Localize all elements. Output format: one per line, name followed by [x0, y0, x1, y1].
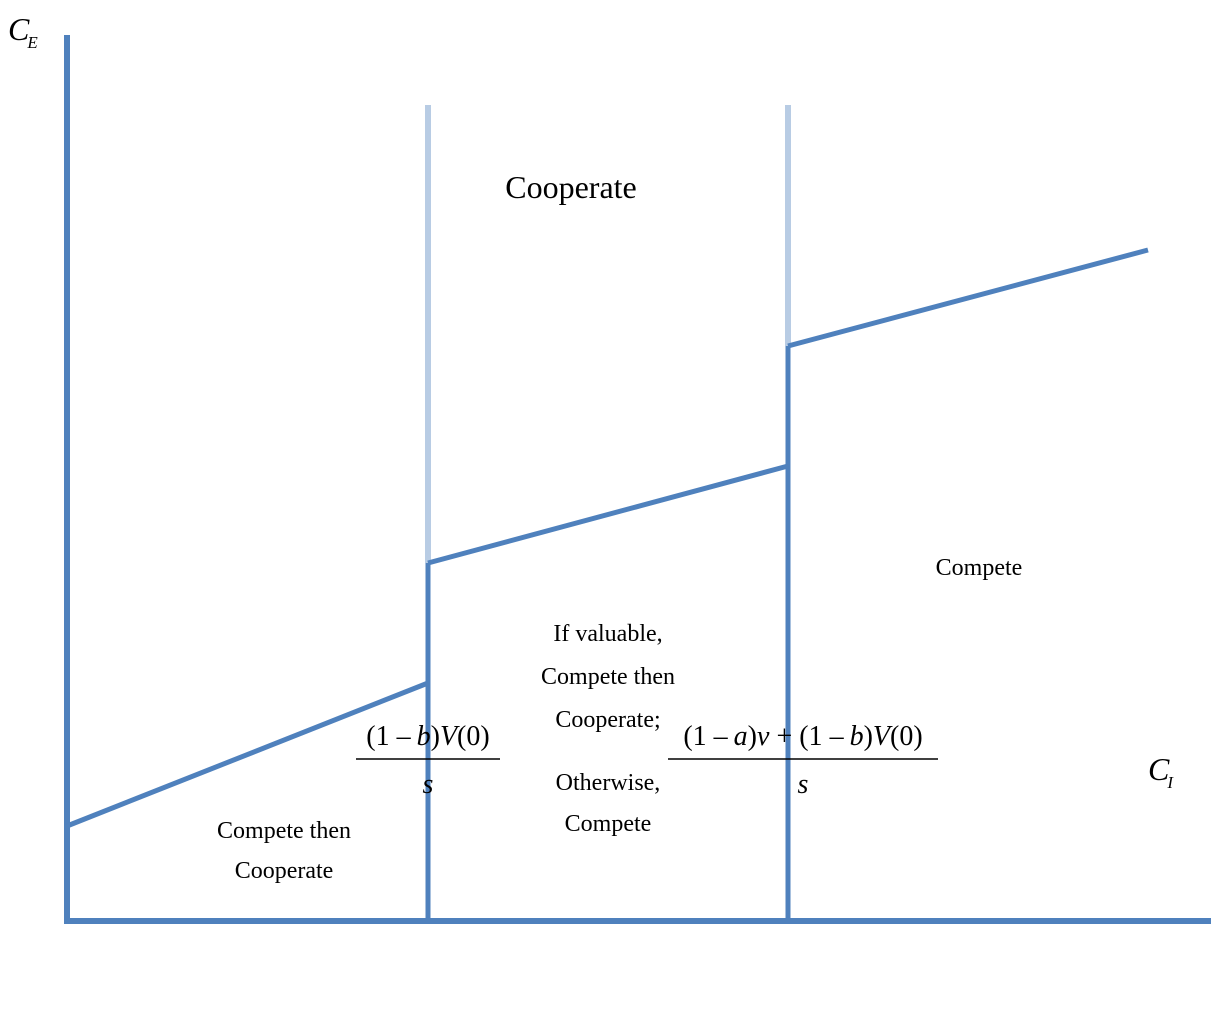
middle-line-4: Otherwise, [556, 770, 661, 796]
left-line-2: Cooperate [235, 858, 334, 884]
boundary-segment-right [787, 247, 1149, 349]
threshold-first-numerator: (1 – b)V(0) [366, 721, 489, 752]
middle-line-3: Cooperate; [555, 707, 660, 733]
boundary-segment-middle [427, 463, 789, 566]
region-label-cooperate: Cooperate [505, 169, 637, 205]
threshold-label-second: (1 – a)v + (1 – b)V(0) s [668, 721, 938, 800]
middle-line-1: If valuable, [553, 621, 662, 647]
x-axis-label: CI [1148, 751, 1174, 792]
threshold-second-denominator: s [798, 769, 809, 800]
region-label-left: Compete then Cooperate [217, 818, 351, 884]
left-line-1: Compete then [217, 818, 351, 844]
threshold-second-numerator: (1 – a)v + (1 – b)V(0) [683, 721, 922, 752]
threshold-first-denominator: s [423, 769, 434, 800]
middle-line-5: Compete [565, 811, 652, 837]
boundary-segment-left [66, 680, 429, 829]
region-label-compete: Compete [936, 555, 1023, 581]
region-label-middle: If valuable, Compete then Cooperate; Oth… [541, 621, 675, 837]
y-axis-label: CE [8, 11, 38, 52]
middle-line-2: Compete then [541, 664, 675, 690]
threshold-label-first: (1 – b)V(0) s [356, 721, 500, 800]
